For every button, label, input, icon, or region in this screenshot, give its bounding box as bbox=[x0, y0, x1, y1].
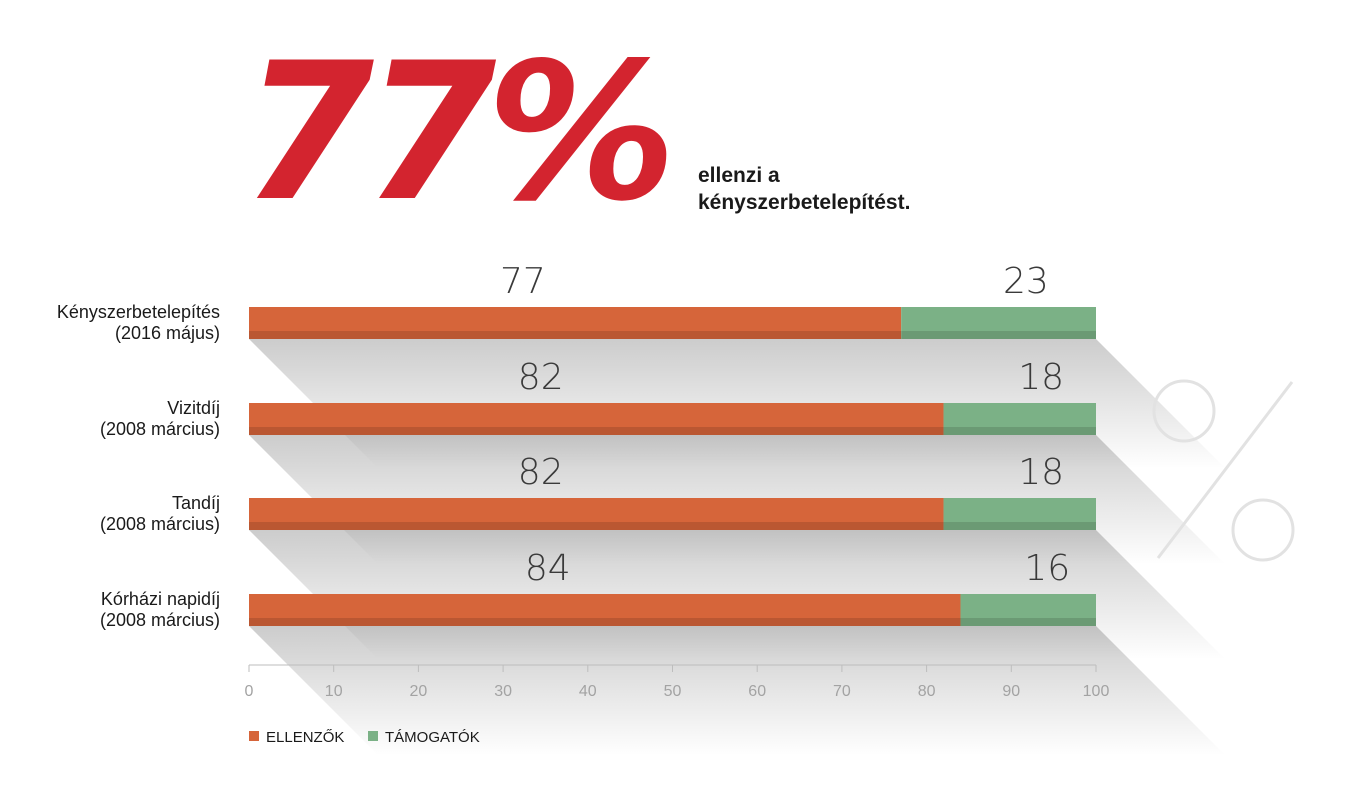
bar-tamogatok bbox=[943, 498, 1096, 530]
bar-bottom-edge bbox=[249, 427, 944, 435]
value-label-tamogatok: 16 bbox=[1024, 548, 1070, 589]
category-label: Kórházi napidíj bbox=[101, 589, 220, 609]
bar-shadows bbox=[249, 339, 1226, 756]
percent-decoration-icon bbox=[1152, 379, 1295, 562]
x-tick-label: 20 bbox=[410, 683, 428, 700]
value-label-ellenzok: 77 bbox=[500, 261, 546, 302]
bar-tamogatok bbox=[901, 307, 1096, 339]
bar-ellenzok bbox=[249, 307, 902, 339]
category-label: (2008 március) bbox=[100, 514, 220, 534]
legend-swatch bbox=[249, 731, 259, 741]
bar-ellenzok bbox=[249, 594, 961, 626]
x-tick-label: 80 bbox=[918, 683, 936, 700]
x-tick-label: 60 bbox=[748, 683, 766, 700]
x-tick-label: 40 bbox=[579, 683, 597, 700]
legend-swatch bbox=[368, 731, 378, 741]
category-label: (2008 március) bbox=[100, 610, 220, 630]
bar-ellenzok bbox=[249, 403, 944, 435]
category-labels: Kényszerbetelepítés(2016 május)Vizitdíj(… bbox=[57, 302, 220, 630]
category-label: (2016 május) bbox=[115, 323, 220, 343]
x-axis: 0 10 20 30 40 50 60 70 80 90 100 bbox=[245, 664, 1110, 700]
bar-bottom-edge bbox=[249, 522, 944, 530]
category-label: Vizitdíj bbox=[167, 398, 220, 418]
value-label-tamogatok: 18 bbox=[1018, 452, 1064, 493]
category-label: Kényszerbetelepítés bbox=[57, 302, 220, 322]
legend: ELLENZŐK TÁMOGATÓK bbox=[249, 729, 480, 746]
bars: 77 23 82 18 82 18 84 16 bbox=[249, 261, 1096, 626]
bar-bottom-edge bbox=[943, 427, 1096, 435]
bar-bottom-edge bbox=[943, 522, 1096, 530]
value-label-tamogatok: 23 bbox=[1003, 261, 1049, 302]
x-tick-label: 10 bbox=[325, 683, 343, 700]
value-label-ellenzok: 82 bbox=[518, 452, 564, 493]
bar-tamogatok bbox=[943, 403, 1096, 435]
x-tick-label: 30 bbox=[494, 683, 512, 700]
legend-label: ELLENZŐK bbox=[266, 729, 344, 746]
x-tick-label: 100 bbox=[1083, 683, 1110, 700]
legend-label: TÁMOGATÓK bbox=[385, 729, 480, 746]
category-label: (2008 március) bbox=[100, 419, 220, 439]
headline-subtitle: ellenzi a kényszerbetelepítést. bbox=[698, 162, 1058, 216]
category-label: Tandíj bbox=[172, 493, 220, 513]
bar-tamogatok bbox=[960, 594, 1096, 626]
x-tick-label: 70 bbox=[833, 683, 851, 700]
value-label-tamogatok: 18 bbox=[1018, 357, 1064, 398]
headline-percent: 77% bbox=[242, 22, 677, 243]
bar-bottom-edge bbox=[249, 331, 902, 339]
x-tick-label: 0 bbox=[245, 683, 254, 700]
x-tick-label: 90 bbox=[1002, 683, 1020, 700]
bar-shadow bbox=[249, 626, 1226, 756]
headline-line-1: ellenzi a bbox=[698, 164, 780, 187]
headline-line-2: kényszerbetelepítést. bbox=[698, 191, 911, 214]
value-label-ellenzok: 84 bbox=[525, 548, 571, 589]
bar-ellenzok bbox=[249, 498, 944, 530]
bar-bottom-edge bbox=[901, 331, 1096, 339]
x-tick-label: 50 bbox=[664, 683, 682, 700]
value-label-ellenzok: 82 bbox=[518, 357, 564, 398]
bar-bottom-edge bbox=[249, 618, 961, 626]
bar-bottom-edge bbox=[960, 618, 1096, 626]
